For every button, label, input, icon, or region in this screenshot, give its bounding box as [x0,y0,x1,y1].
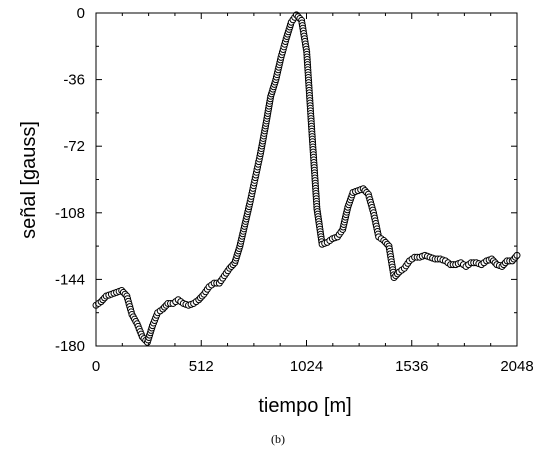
x-axis-title: tiempo [m] [258,395,351,417]
y-tick-label: -36 [63,72,85,89]
x-tick-label: 512 [189,358,214,375]
y-tick-label: -72 [63,138,85,155]
axis-labels: tiempo [m] señal [gauss] (b) [18,121,352,446]
x-tick-label: 0 [92,358,100,375]
y-tick-label: 0 [77,5,85,22]
figure-caption: (b) [271,432,285,446]
y-tick-label: -108 [55,205,85,222]
series-markers [92,11,521,346]
plot-area [92,11,521,346]
x-tick-label: 1536 [395,358,428,375]
x-tick-label: 1024 [290,358,323,375]
x-tick-label: 2048 [500,358,533,375]
y-axis-title: señal [gauss] [18,121,40,239]
y-tick-label: -180 [55,338,85,355]
y-tick-label: -144 [55,271,85,288]
axes: 0 512 1024 1536 2048 0 -36 -72 -108 -144 -180 [55,5,534,375]
